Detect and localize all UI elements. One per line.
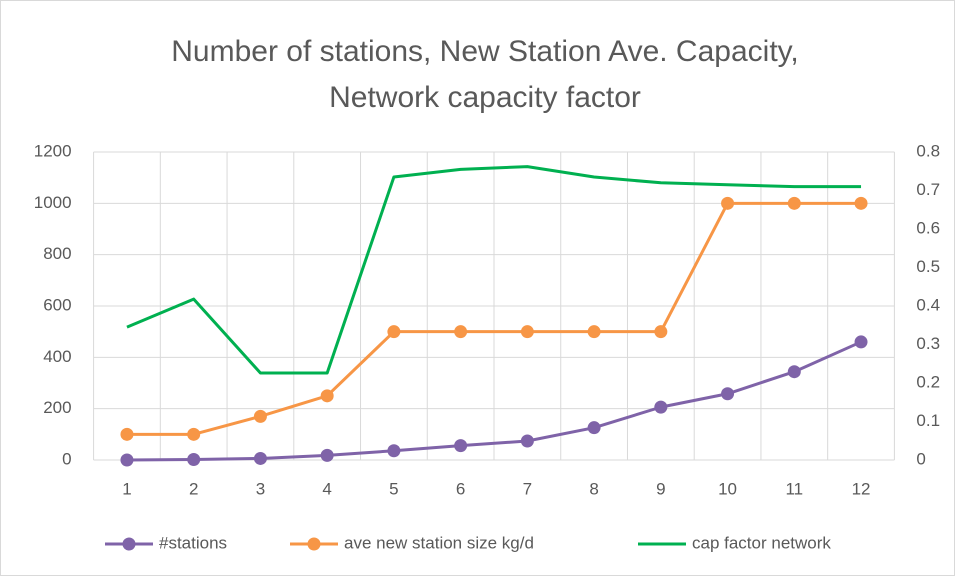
legend-marker bbox=[307, 537, 321, 551]
y-tick-label: 1000 bbox=[34, 193, 72, 212]
x-tick-label: 11 bbox=[785, 479, 803, 498]
series-line bbox=[126, 340, 862, 462]
point bbox=[854, 196, 868, 210]
y2-tick-label: 0.2 bbox=[916, 372, 940, 391]
y2-tick-label: 0.5 bbox=[916, 257, 940, 276]
point bbox=[520, 325, 534, 339]
y2-tick-label: 0.6 bbox=[916, 218, 940, 237]
x-tick-label: 9 bbox=[656, 479, 665, 498]
y-tick-label: 600 bbox=[43, 295, 71, 314]
point bbox=[587, 325, 601, 339]
point bbox=[253, 451, 267, 465]
point bbox=[253, 409, 267, 423]
legend-label: cap factor network bbox=[692, 533, 831, 552]
point bbox=[721, 196, 735, 210]
point bbox=[787, 196, 801, 210]
legend-label: ave new station size kg/d bbox=[344, 533, 534, 552]
x-tick-label: 12 bbox=[852, 479, 871, 498]
x-tick-label: 2 bbox=[189, 479, 198, 498]
point bbox=[454, 325, 468, 339]
x-tick-label: 10 bbox=[718, 479, 737, 498]
y2-tick-label: 0.1 bbox=[916, 411, 940, 430]
y2-tick-label: 0.8 bbox=[916, 141, 940, 160]
point bbox=[520, 434, 534, 448]
point bbox=[187, 452, 201, 466]
x-tick-label: 8 bbox=[589, 479, 598, 498]
y-tick-label: 0 bbox=[62, 449, 71, 468]
y2-tick-label: 0.4 bbox=[916, 295, 940, 314]
chart-title: Network capacity factor bbox=[329, 81, 641, 114]
point bbox=[654, 325, 668, 339]
point bbox=[387, 325, 401, 339]
point bbox=[187, 427, 201, 441]
point bbox=[721, 387, 735, 401]
x-tick-label: 4 bbox=[322, 479, 331, 498]
point bbox=[320, 448, 334, 462]
x-tick-label: 3 bbox=[256, 479, 265, 498]
point bbox=[387, 444, 401, 458]
legend-marker bbox=[122, 537, 136, 551]
x-tick-label: 6 bbox=[456, 479, 465, 498]
x-tick-label: 1 bbox=[122, 479, 131, 498]
y2-tick-label: 0.3 bbox=[916, 334, 940, 353]
point bbox=[120, 453, 134, 467]
x-tick-label: 7 bbox=[523, 479, 532, 498]
y-tick-label: 200 bbox=[43, 398, 71, 417]
point bbox=[320, 389, 334, 403]
chart-title: Number of stations, New Station Ave. Cap… bbox=[171, 35, 799, 68]
y2-tick-label: 0 bbox=[916, 449, 925, 468]
point bbox=[587, 421, 601, 435]
x-tick-label: 5 bbox=[389, 479, 398, 498]
y-tick-label: 1200 bbox=[34, 141, 72, 160]
point bbox=[787, 365, 801, 379]
y-tick-label: 400 bbox=[43, 347, 71, 366]
series-line bbox=[126, 165, 862, 375]
point bbox=[654, 400, 668, 414]
y-tick-label: 800 bbox=[43, 244, 71, 263]
point bbox=[854, 335, 868, 349]
point bbox=[454, 439, 468, 453]
series-line bbox=[126, 201, 862, 436]
legend-label: #stations bbox=[159, 533, 227, 552]
y2-tick-label: 0.7 bbox=[916, 180, 940, 199]
point bbox=[120, 427, 134, 441]
